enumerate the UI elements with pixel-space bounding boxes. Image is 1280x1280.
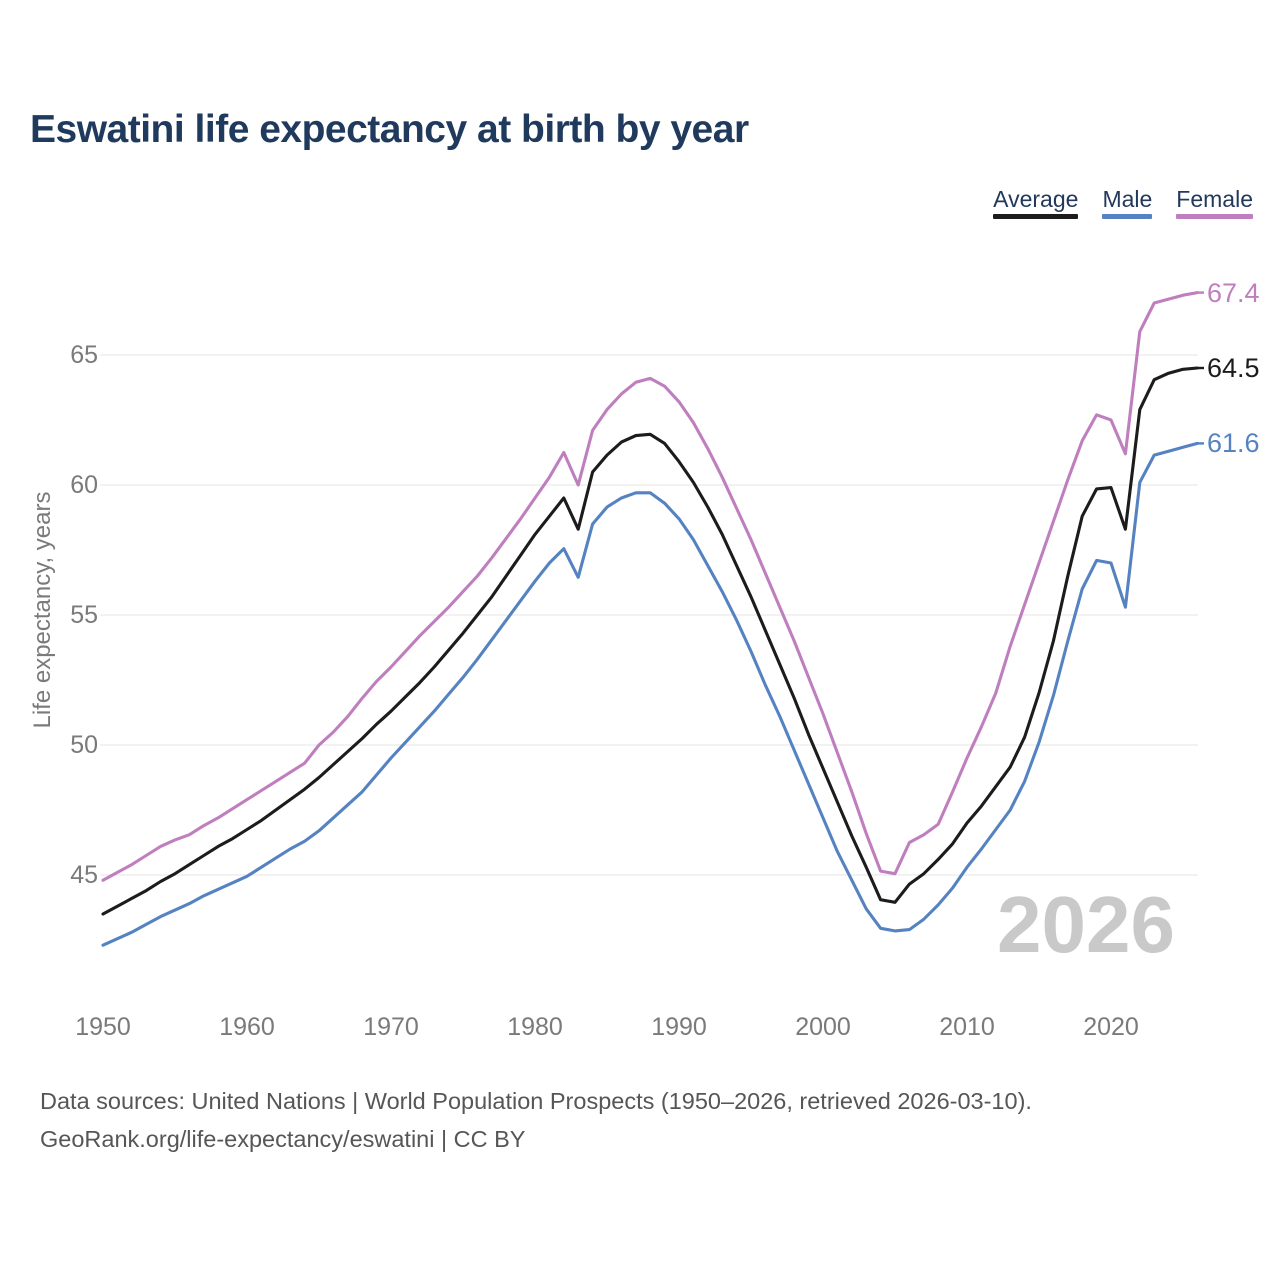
footer-attribution: Data sources: United Nations | World Pop… [40,1082,1032,1158]
footer-license-line: GeoRank.org/life-expectancy/eswatini | C… [40,1126,526,1152]
legend-swatch-average [993,214,1079,219]
x-tick-label: 2020 [1083,1013,1139,1041]
x-tick-label: 1990 [651,1013,707,1041]
series-line-male [101,441,1199,947]
y-tick-label: 45 [70,861,98,889]
watermark-year: 2026 [997,880,1175,969]
x-tick-label: 1980 [507,1013,563,1041]
legend-swatch-female [1176,214,1253,219]
legend-label-male: Male [1102,186,1153,212]
end-label-female: 67.4 [1207,277,1260,308]
legend-item-average[interactable]: Average [993,186,1079,219]
legend-item-female[interactable]: Female [1176,186,1253,219]
legend-label-female: Female [1176,186,1253,212]
y-tick-label: 50 [70,731,98,759]
y-tick-label: 55 [70,601,98,629]
legend-label-average: Average [993,186,1079,212]
x-tick-label: 2000 [795,1013,851,1041]
x-tick-label: 1950 [75,1013,131,1041]
series-line-average [101,366,1199,916]
end-label-average: 64.5 [1207,353,1260,383]
x-tick-label: 2010 [939,1013,995,1041]
legend-item-male[interactable]: Male [1102,186,1153,219]
page-title: Eswatini life expectancy at birth by yea… [30,108,749,151]
end-label-male: 61.6 [1207,428,1260,459]
x-tick-label: 1970 [363,1013,419,1041]
x-tick-label: 1960 [219,1013,275,1041]
footer-sources-line: Data sources: United Nations | World Pop… [40,1088,1032,1114]
y-tick-label: 65 [70,341,98,369]
legend: Average Male Female [993,186,1253,219]
y-tick-label: 60 [70,471,98,499]
series-line-female [101,291,1199,882]
legend-swatch-male [1102,214,1153,219]
